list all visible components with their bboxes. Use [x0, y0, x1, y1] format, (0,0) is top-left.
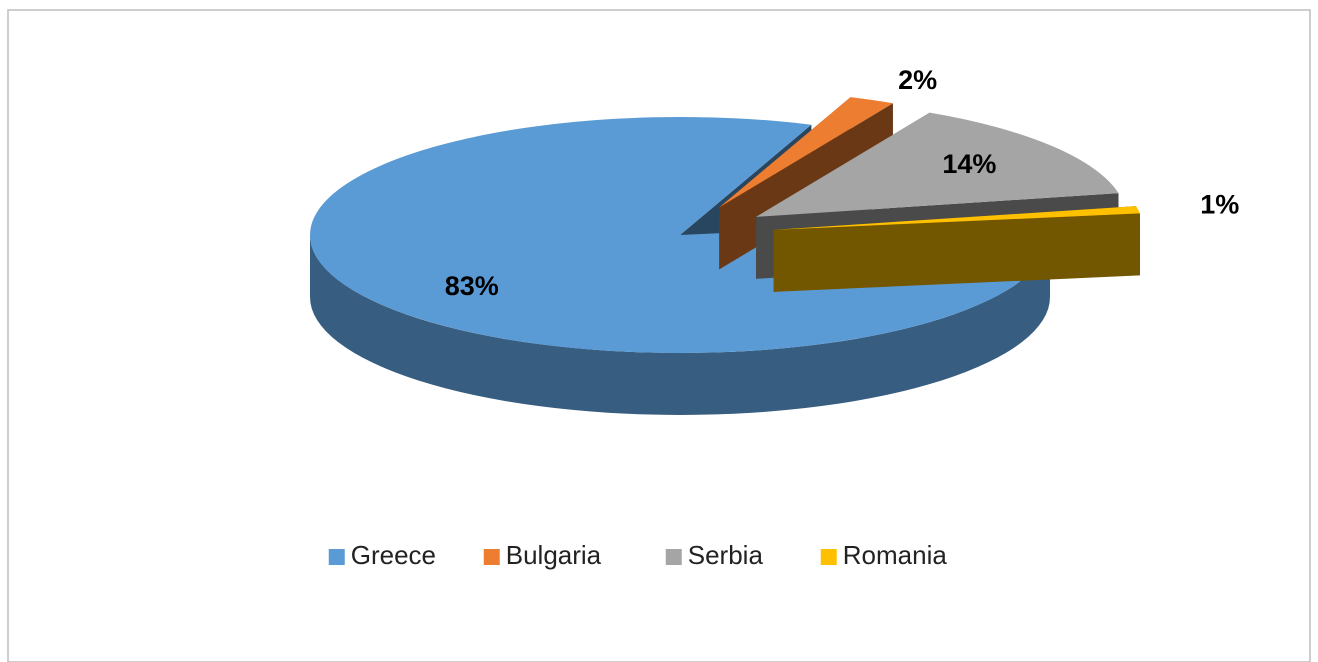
slice [773, 206, 1141, 292]
legend-swatch [820, 549, 837, 565]
value-label: 83% [445, 271, 499, 301]
value-label: 2% [898, 65, 937, 95]
slice-side [310, 235, 1050, 415]
slice [773, 206, 1141, 230]
value-label: 1% [1200, 189, 1239, 219]
slice-face [773, 213, 1141, 292]
slice [309, 116, 1050, 354]
slice [756, 112, 1119, 217]
legend-label: Serbia [688, 540, 764, 570]
legend-swatch [483, 549, 500, 565]
legend-swatch [328, 549, 345, 565]
legend-label: Romania [843, 540, 948, 570]
legend-swatch [665, 549, 682, 565]
slice [719, 97, 893, 208]
legend-label: Greece [351, 540, 436, 570]
legend-label: Bulgaria [506, 540, 602, 570]
value-label: 14% [942, 149, 996, 179]
